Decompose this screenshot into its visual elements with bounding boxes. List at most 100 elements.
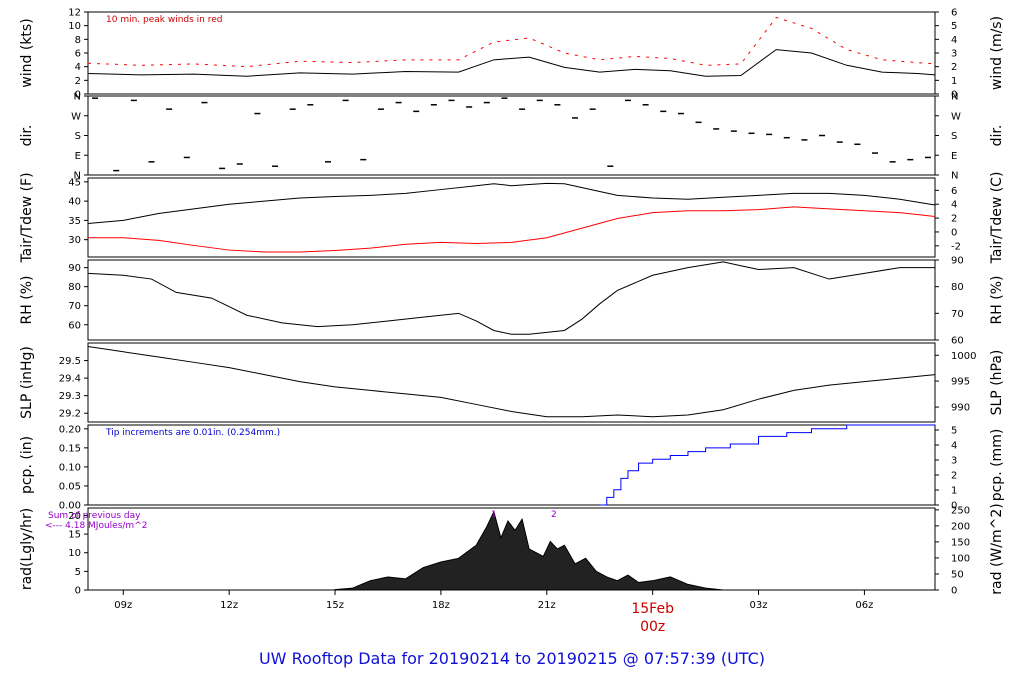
right-tick-label: 100 xyxy=(951,553,970,564)
left-tick-label: 35 xyxy=(68,216,81,227)
left-axis-label: SLP (inHg) xyxy=(19,346,35,419)
left-tick-label: 45 xyxy=(68,177,81,188)
right-axis-label: wind (m/s) xyxy=(989,16,1005,90)
right-tick-label: 0 xyxy=(951,90,957,101)
right-tick-label: 6 xyxy=(951,8,957,19)
left-tick-label: 30 xyxy=(68,235,81,246)
left-tick-label: 29.5 xyxy=(59,356,81,367)
right-tick-label: 2 xyxy=(951,214,957,225)
annotation-marker-2: 2 xyxy=(551,510,557,520)
left-tick-label: 29.2 xyxy=(59,409,81,420)
right-tick-label: 150 xyxy=(951,537,970,548)
footer-title: UW Rooftop Data for 20190214 to 20190215… xyxy=(258,649,766,668)
x-tick-label: 03z xyxy=(750,600,768,611)
right-tick-label: 2 xyxy=(951,471,957,482)
radiation-area xyxy=(334,510,724,591)
right-tick-label: 990 xyxy=(951,403,970,414)
x-tick-label: 06z xyxy=(855,600,873,611)
panel-annotation: Tip increments are 0.01in. (0.254mm.) xyxy=(105,428,280,438)
left-tick-label: 10 xyxy=(68,548,81,559)
left-tick-label: 60 xyxy=(68,320,81,331)
x-tick-label: 21z xyxy=(538,600,556,611)
x-tick-label: 12z xyxy=(220,600,238,611)
series-line-1 xyxy=(87,346,936,418)
panel-frame xyxy=(87,342,936,423)
right-tick-label: S xyxy=(951,131,957,142)
series-line-2 xyxy=(88,206,936,253)
left-tick-label: 29.4 xyxy=(59,374,81,385)
right-tick-label: -2 xyxy=(951,241,961,252)
left-axis-label: rad(Lgly/hr) xyxy=(19,508,35,590)
annotation-sum-value: <--- 4.18 MJoules/m^2 xyxy=(45,521,147,531)
left-tick-label: 6 xyxy=(75,49,81,60)
right-tick-label: 3 xyxy=(951,456,957,467)
right-tick-label: 1 xyxy=(951,486,957,497)
right-tick-label: N xyxy=(951,171,958,182)
panel-frame xyxy=(87,259,936,341)
right-tick-label: 50 xyxy=(951,569,964,580)
right-tick-label: 1000 xyxy=(951,351,976,362)
left-axis-label: Tair/Tdew (F) xyxy=(19,172,35,263)
right-tick-label: E xyxy=(951,151,957,162)
left-tick-label: 0 xyxy=(75,586,81,597)
left-tick-label: 2 xyxy=(75,76,81,87)
left-tick-label: 40 xyxy=(68,197,81,208)
left-tick-label: 0 xyxy=(75,90,81,101)
left-tick-label: 8 xyxy=(75,35,81,46)
right-axis-label: Tair/Tdew (C) xyxy=(989,172,1005,265)
left-axis-label: RH (%) xyxy=(19,276,35,325)
panel-annotation: 10 min. peak winds in red xyxy=(106,15,223,25)
left-tick-label: 15 xyxy=(68,530,81,541)
left-tick-label: E xyxy=(75,151,81,162)
left-tick-label: 90 xyxy=(68,263,81,274)
panel-5: 29.2 29.3 29.4 29.5 990 995 1000 SLP (inHg) SLP … xyxy=(19,342,1005,423)
left-axis-label: pcp. (in) xyxy=(19,436,35,494)
right-tick-label: W xyxy=(951,111,961,122)
right-tick-label: 4 xyxy=(951,200,957,211)
right-tick-label: 60 xyxy=(951,336,964,347)
panel-4: 60 70 80 90 60 70 80 90 RH (%) RH (%) xyxy=(19,256,1005,347)
annotation-sum-label: Sum of previous day xyxy=(48,511,141,521)
right-axis-label: dir. xyxy=(989,125,1005,147)
x-tick-label: 09z xyxy=(114,600,132,611)
left-tick-label: 80 xyxy=(68,282,81,293)
right-tick-label: 5 xyxy=(951,21,957,32)
right-tick-label: 0 xyxy=(951,586,957,597)
x-tick-label: 18z xyxy=(432,600,450,611)
left-tick-label: W xyxy=(71,111,81,122)
panel-frame xyxy=(87,95,936,176)
annotation-marker-1: 1 xyxy=(491,510,497,520)
right-tick-label: N xyxy=(951,92,958,103)
right-tick-label: 70 xyxy=(951,309,964,320)
left-tick-label: 4 xyxy=(75,62,81,73)
left-tick-label: 0.05 xyxy=(59,481,81,492)
left-tick-label: N xyxy=(74,171,81,182)
left-tick-label: 10 xyxy=(68,21,81,32)
series-line-2 xyxy=(599,424,935,506)
series-line-1 xyxy=(87,49,936,77)
left-tick-label: 20 xyxy=(68,511,81,522)
right-tick-label: 90 xyxy=(951,256,964,267)
panel-6: 0.00 0.05 0.10 0.15 0.20 0 1 2 3 4 5 pcp. (in) pcp. … xyxy=(19,424,1005,511)
right-tick-label: 5 xyxy=(951,426,957,437)
left-tick-label: 12 xyxy=(68,8,81,19)
right-tick-label: 4 xyxy=(951,35,957,46)
left-tick-label: N xyxy=(74,92,81,103)
left-tick-label: 70 xyxy=(68,301,81,312)
right-axis-label: pcp. (mm) xyxy=(989,429,1005,502)
left-axis-label: wind (kts) xyxy=(19,18,35,87)
right-tick-label: 6 xyxy=(951,186,957,197)
right-tick-label: 1 xyxy=(951,76,957,87)
left-axis-label: dir. xyxy=(19,125,35,147)
right-axis-label: SLP (hPa) xyxy=(989,350,1005,416)
x-tick-label: 15z xyxy=(326,600,344,611)
right-axis-label: rad (W/m^2) xyxy=(989,503,1005,594)
date-marker-hour: 00z xyxy=(640,619,665,635)
right-tick-label: 2 xyxy=(951,62,957,73)
right-axis-label: RH (%) xyxy=(989,276,1005,325)
right-tick-label: 200 xyxy=(951,521,970,532)
right-tick-label: 995 xyxy=(951,377,970,388)
